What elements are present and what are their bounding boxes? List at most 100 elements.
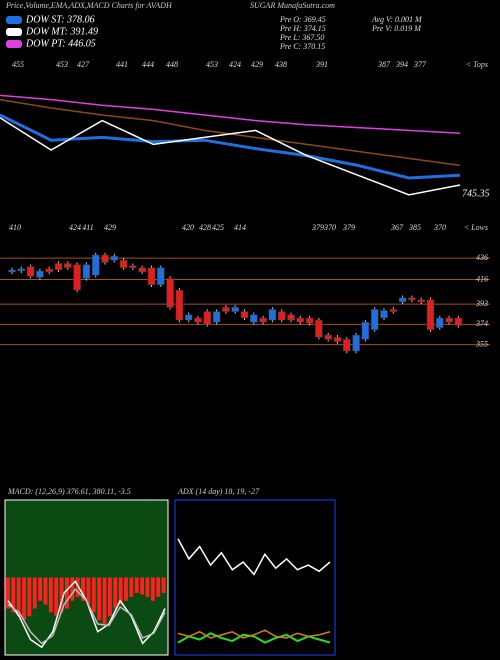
histogram-bar: [22, 577, 26, 621]
top-label: 391: [315, 60, 328, 69]
candle-body: [54, 263, 63, 271]
candle-body: [361, 321, 370, 340]
series-line: [0, 98, 461, 167]
candle-body: [426, 299, 435, 330]
candle-body: [333, 336, 342, 342]
histogram-bar: [70, 577, 75, 601]
candle-body: [8, 269, 16, 273]
top-label: 429: [251, 60, 263, 69]
legend-label: DOW ST: 378.06: [25, 14, 95, 25]
candle-body: [454, 317, 463, 326]
candle-body: [380, 310, 388, 319]
top-label: 438: [275, 60, 287, 69]
top-label: 427: [77, 60, 90, 69]
macd-label: MACD: (12,26,9) 376.61, 380.11, -3.5: [7, 487, 131, 496]
candle-body: [101, 254, 109, 263]
series-line: [177, 632, 331, 644]
histogram-bar: [32, 577, 37, 609]
low-label: 411: [82, 223, 93, 232]
candle-body: [175, 289, 184, 321]
candle-body: [324, 334, 332, 340]
candle-body: [147, 267, 156, 286]
candle-body: [445, 317, 453, 323]
series-line: [7, 587, 166, 645]
histogram-bar: [38, 577, 43, 601]
histogram-bar: [27, 577, 32, 617]
lows-label: < Lows: [464, 223, 488, 232]
series-line: [0, 117, 461, 196]
top-label: 453: [206, 60, 218, 69]
title: Price,Volume,EMA,ADX,MACD Charts for AVA…: [5, 1, 173, 10]
histogram-bar: [156, 577, 161, 597]
low-label: 414: [234, 223, 246, 232]
histogram-bar: [107, 577, 112, 617]
low-label: 429: [104, 223, 116, 232]
top-label: 455: [12, 60, 24, 69]
histogram-bar: [43, 577, 48, 605]
histogram-bar: [102, 577, 107, 624]
y-tick-label: 393: [475, 299, 488, 308]
candle-body: [26, 266, 35, 277]
candle-body: [240, 311, 249, 319]
candle-body: [287, 314, 295, 321]
histogram-bar: [161, 577, 166, 593]
low-label: 370: [433, 223, 446, 232]
candle-body: [45, 268, 53, 273]
legend-label: DOW MT: 391.49: [25, 26, 98, 37]
candle-body: [212, 311, 221, 323]
tops-label: < Tops: [466, 60, 488, 69]
top-label: 387: [377, 60, 391, 69]
histogram-bar: [113, 577, 118, 609]
histogram-bar: [75, 577, 80, 597]
histogram-bar: [65, 577, 69, 609]
histogram-bar: [59, 577, 64, 613]
histogram-bar: [124, 577, 128, 601]
candle-body: [64, 263, 72, 269]
legend-swatch: [6, 28, 22, 36]
candle-body: [222, 307, 230, 312]
histogram-bar: [11, 577, 16, 613]
candle-body: [91, 254, 100, 276]
candle-body: [36, 270, 44, 278]
series-line: [177, 629, 331, 639]
site: SUGAR MunafaSutra.com: [250, 1, 335, 10]
low-label: 428: [199, 223, 211, 232]
candle-body: [259, 317, 267, 323]
candle-body: [315, 319, 323, 338]
candle-body: [129, 265, 137, 269]
adx-panel: [174, 499, 336, 656]
annotation: 745.35: [462, 188, 490, 199]
low-label: 410: [9, 223, 21, 232]
histogram-bar: [86, 577, 91, 605]
histogram-bar: [91, 577, 96, 613]
low-label: 385: [408, 223, 421, 232]
legend-swatch: [6, 16, 22, 24]
candle-body: [389, 309, 398, 312]
legend-label: DOW PT: 446.05: [25, 38, 96, 49]
histogram-bar: [6, 577, 10, 609]
candle-body: [277, 311, 286, 321]
histogram-bar: [129, 577, 134, 597]
candle-body: [436, 317, 444, 328]
stat: Pre L: 367.50: [279, 33, 324, 42]
histogram-bar: [97, 577, 102, 621]
top-label: 453: [56, 60, 68, 69]
histogram-bar: [81, 577, 85, 601]
low-label: 379: [311, 223, 324, 232]
low-label: 425: [212, 223, 224, 232]
candle-body: [231, 307, 239, 312]
candle-body: [184, 314, 193, 321]
histogram-bar: [145, 577, 150, 597]
histogram-bar: [140, 577, 145, 595]
adx-label: ADX (14 day) 18, 19, -27: [177, 487, 260, 496]
candle-body: [343, 339, 351, 352]
candle-body: [82, 264, 91, 279]
candle-body: [398, 297, 407, 303]
top-label: 377: [413, 60, 427, 69]
candle-body: [166, 278, 174, 308]
histogram-bar: [150, 577, 155, 601]
top-label: 448: [166, 60, 178, 69]
stat: Pre V: 0.019 M: [371, 24, 422, 33]
histogram-bar: [48, 577, 53, 613]
